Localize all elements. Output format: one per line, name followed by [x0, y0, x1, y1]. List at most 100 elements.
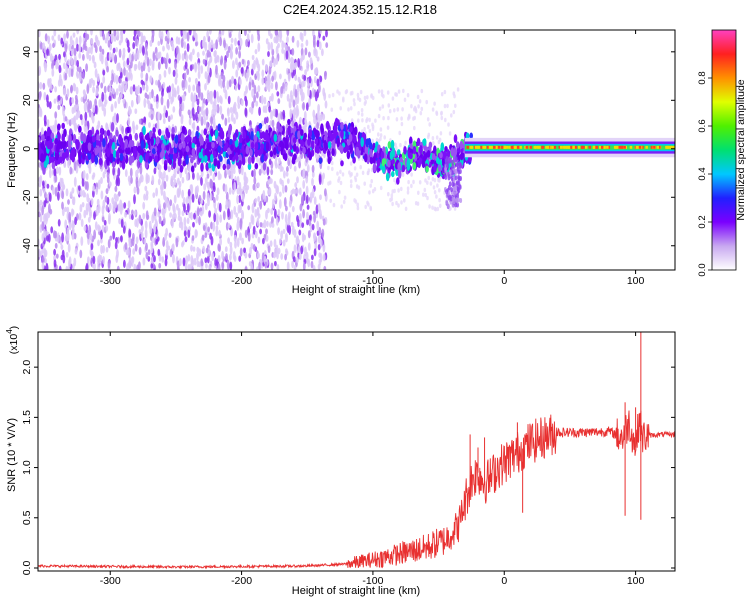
noise-cell — [152, 192, 156, 198]
noise-cell — [162, 112, 166, 119]
signal-cell — [137, 145, 141, 154]
noise-cell — [132, 84, 136, 92]
noise-cell — [315, 204, 319, 215]
signal-cell — [458, 163, 462, 169]
noise-cell — [224, 89, 228, 100]
noise-cell — [313, 75, 317, 84]
noise-cell — [219, 95, 222, 104]
noise-cell — [90, 198, 94, 206]
noise-cell — [250, 33, 254, 44]
noise-cell — [137, 84, 141, 95]
noise-cell — [215, 213, 219, 223]
signal-cell — [303, 132, 308, 140]
carrier-peak — [629, 145, 633, 149]
noise-cell — [238, 181, 242, 192]
carrier-peak — [669, 145, 672, 149]
noise-cell — [63, 51, 66, 58]
noise-cell — [141, 35, 145, 43]
noise-cell — [70, 84, 73, 93]
noise-cell — [264, 105, 268, 114]
noise-cell — [418, 180, 422, 185]
noise-cell — [327, 165, 330, 171]
signal-cell — [448, 169, 452, 175]
noise-cell — [108, 181, 112, 187]
noise-cell — [157, 111, 161, 121]
noise-cell — [117, 96, 121, 105]
noise-cell — [267, 41, 271, 51]
noise-cell — [429, 181, 433, 186]
noise-cell — [192, 246, 196, 252]
noise-cell — [281, 179, 284, 187]
noise-cell — [115, 74, 119, 85]
noise-cell — [172, 69, 176, 78]
carrier-peak — [493, 145, 496, 149]
noise-cell — [165, 197, 169, 208]
noise-cell — [162, 45, 165, 52]
noise-cell — [178, 258, 182, 267]
carrier-peak — [474, 145, 478, 149]
noise-cell — [202, 245, 206, 253]
signal-cell — [457, 181, 461, 186]
carrier-peak — [635, 145, 639, 149]
noise-cell — [182, 257, 186, 267]
noise-cell — [251, 203, 255, 214]
noise-cell — [76, 60, 79, 67]
noise-cell — [132, 232, 135, 242]
noise-cell — [309, 57, 313, 65]
noise-cell — [251, 101, 255, 109]
noise-cell — [397, 203, 400, 208]
noise-cell — [416, 94, 420, 100]
noise-cell — [387, 115, 390, 121]
noise-cell — [369, 183, 373, 188]
noise-cell — [159, 184, 163, 191]
signal-cell — [265, 141, 270, 152]
noise-cell — [450, 113, 453, 118]
noise-cell — [149, 58, 152, 66]
noise-cell — [349, 179, 353, 184]
noise-cell — [230, 170, 234, 181]
noise-cell — [196, 51, 200, 59]
carrier-peak — [545, 145, 548, 149]
noise-cell — [73, 47, 77, 57]
signal-cell — [279, 140, 283, 148]
noise-cell — [262, 237, 265, 245]
noise-cell — [138, 214, 142, 224]
signal-cell — [238, 160, 242, 167]
noise-cell — [41, 205, 44, 216]
noise-cell — [265, 209, 268, 220]
noise-cell — [202, 110, 206, 119]
noise-cell — [284, 213, 288, 224]
signal-cell — [191, 147, 196, 157]
signal-cell — [459, 198, 463, 203]
signal-cell — [300, 139, 305, 147]
noise-cell — [144, 185, 148, 192]
noise-cell — [215, 64, 218, 75]
noise-cell — [158, 168, 162, 179]
noise-cell — [151, 88, 154, 99]
noise-cell — [63, 33, 66, 41]
noise-cell — [236, 175, 240, 186]
noise-cell — [100, 176, 103, 185]
signal-cell — [91, 135, 96, 143]
noise-cell — [298, 187, 302, 196]
noise-cell — [358, 97, 362, 103]
signal-cell — [200, 136, 204, 146]
noise-cell — [248, 30, 251, 34]
noise-cell — [194, 62, 197, 71]
noise-cell — [316, 39, 320, 48]
noise-cell — [301, 81, 304, 88]
noise-cell — [204, 71, 208, 80]
noise-cell — [217, 243, 221, 252]
noise-cell — [353, 166, 357, 171]
noise-cell — [363, 181, 367, 186]
noise-cell — [342, 199, 346, 205]
noise-cell — [186, 217, 190, 225]
noise-cell — [195, 214, 199, 224]
noise-cell — [236, 194, 240, 205]
noise-cell — [400, 200, 403, 205]
noise-cell — [43, 60, 47, 69]
signal-cell — [210, 153, 214, 163]
noise-cell — [73, 257, 77, 267]
noise-cell — [113, 112, 117, 120]
noise-cell — [124, 169, 128, 177]
